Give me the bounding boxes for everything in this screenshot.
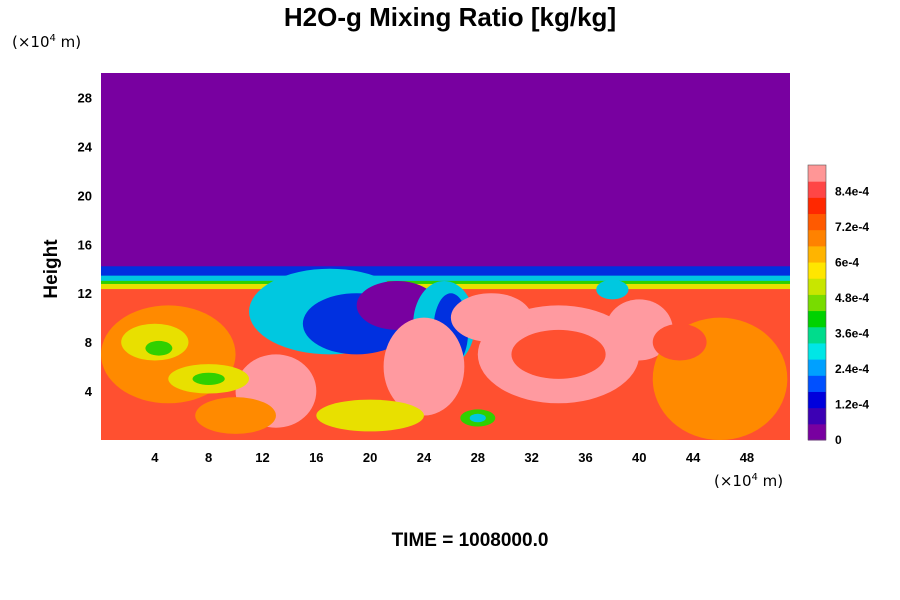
colorbar-swatch bbox=[808, 245, 826, 263]
cyan-spot bbox=[469, 413, 486, 423]
time-label: TIME = 1008000.0 bbox=[391, 530, 549, 551]
colorbar-tick-label: 0 bbox=[835, 433, 842, 447]
x-tick-label: 8 bbox=[205, 450, 212, 465]
y-unit-label: (×104 m) bbox=[12, 33, 82, 51]
x-tick-label: 24 bbox=[417, 450, 432, 465]
x-tick-label: 28 bbox=[471, 450, 485, 465]
y-tick-label: 8 bbox=[85, 335, 92, 350]
red-core bbox=[652, 323, 707, 361]
x-unit-label: (×104 m) bbox=[714, 472, 784, 490]
colorbar-swatch bbox=[808, 229, 826, 247]
colorbar-swatch bbox=[808, 375, 826, 392]
colorbar-swatch bbox=[808, 407, 826, 425]
colorbar-swatch bbox=[808, 359, 826, 376]
colorbar-tick-label: 3.6e-4 bbox=[835, 327, 869, 341]
colorbar-swatch bbox=[808, 342, 826, 360]
colorbar-swatch bbox=[808, 213, 826, 231]
y-tick-label: 4 bbox=[85, 384, 93, 399]
x-tick-label: 44 bbox=[686, 450, 701, 465]
colorbar-tick-label: 1.2e-4 bbox=[835, 398, 869, 412]
y-tick-label: 16 bbox=[78, 237, 92, 252]
y-tick-label: 12 bbox=[78, 286, 92, 301]
colorbar bbox=[807, 164, 827, 441]
x-tick-label: 20 bbox=[363, 450, 377, 465]
colorbar-tick-label: 8.4e-4 bbox=[835, 185, 869, 199]
orange-region bbox=[195, 397, 276, 434]
y-tick-labels: 4 8 12 16 20 24 28 bbox=[78, 90, 93, 399]
pink-swirl bbox=[450, 293, 532, 343]
colorbar-tick-label: 6e-4 bbox=[835, 256, 859, 270]
colorbar-swatch bbox=[808, 310, 826, 328]
y-tick-label: 28 bbox=[78, 90, 92, 105]
colorbar-swatch bbox=[808, 326, 826, 344]
y-tick-label: 20 bbox=[78, 188, 92, 203]
colorbar-swatch bbox=[808, 423, 826, 441]
colorbar-swatch bbox=[808, 262, 826, 279]
colorbar-swatch bbox=[808, 294, 826, 312]
green-spot bbox=[145, 340, 173, 356]
pink-swirl bbox=[383, 317, 465, 416]
chart-title: H2O-g Mixing Ratio [kg/kg] bbox=[283, 2, 617, 32]
colorbar-swatch bbox=[808, 197, 826, 215]
colorbar-tick-label: 4.8e-4 bbox=[835, 291, 869, 305]
yellow-region bbox=[316, 399, 424, 432]
green-spot bbox=[192, 372, 225, 385]
x-tick-labels: 4 8 12 16 20 24 28 32 36 40 44 48 bbox=[151, 450, 754, 465]
x-tick-label: 40 bbox=[632, 450, 646, 465]
intrusion-cyan-3 bbox=[596, 279, 629, 300]
x-tick-label: 16 bbox=[309, 450, 323, 465]
x-tick-label: 32 bbox=[524, 450, 538, 465]
colorbar-tick-label: 2.4e-4 bbox=[835, 362, 869, 376]
mixing-ratio-field bbox=[101, 73, 790, 441]
y-tick-label: 24 bbox=[78, 139, 93, 154]
colorbar-swatch bbox=[808, 181, 826, 198]
x-tick-label: 36 bbox=[578, 450, 592, 465]
colorbar-swatch bbox=[808, 278, 826, 295]
colorbar-swatch bbox=[808, 391, 826, 409]
x-tick-label: 4 bbox=[151, 450, 159, 465]
colorbar-frame bbox=[807, 164, 827, 441]
colorbar-swatch bbox=[808, 165, 826, 182]
colorbar-tick-labels: 0 1.2e-4 2.4e-4 3.6e-4 4.8e-4 6e-4 7.2e-4 8.4e-… bbox=[835, 185, 869, 447]
x-tick-label: 48 bbox=[740, 450, 754, 465]
red-core bbox=[511, 329, 606, 379]
colorbar-tick-label: 7.2e-4 bbox=[835, 220, 869, 234]
x-tick-label: 12 bbox=[255, 450, 269, 465]
